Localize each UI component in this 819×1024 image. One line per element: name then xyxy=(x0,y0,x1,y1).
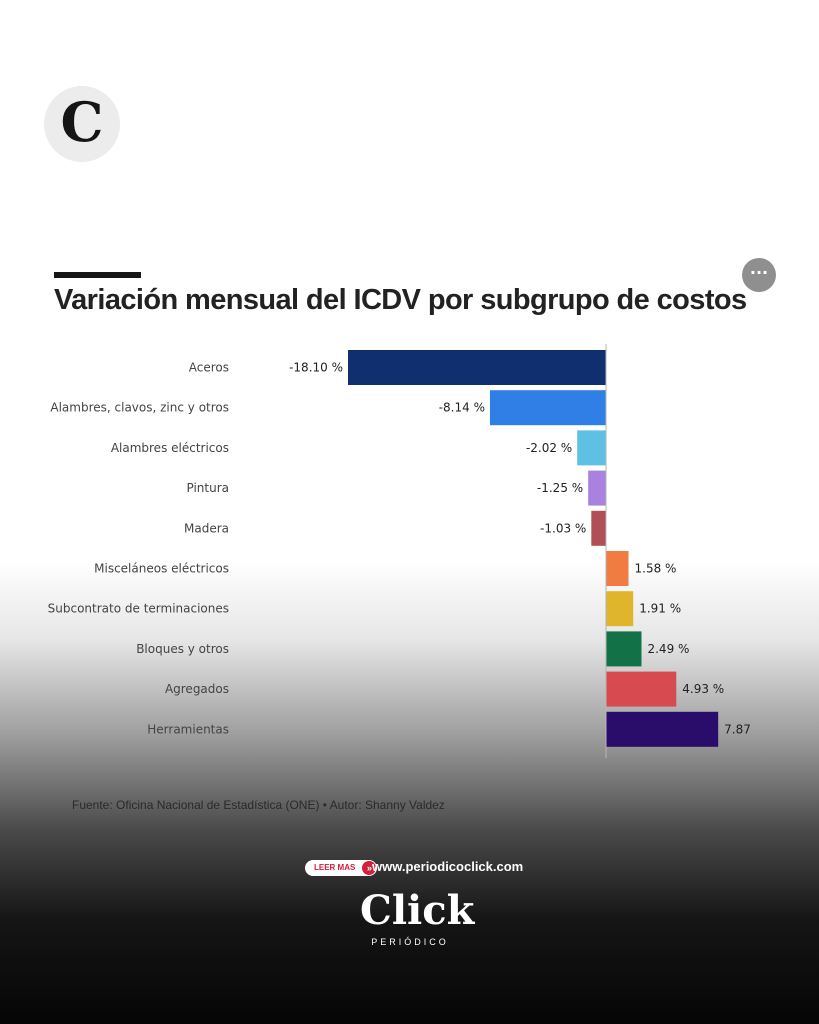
category-label: Herramientas xyxy=(147,722,229,736)
category-label: Aceros xyxy=(189,361,229,375)
category-label: Misceláneos eléctricos xyxy=(94,562,229,576)
value-label: -1.03 % xyxy=(540,521,586,535)
double-chevron-right-icon: » xyxy=(362,861,377,875)
source-credit: Fuente: Oficina Nacional de Estadística … xyxy=(72,798,445,812)
value-label: -2.02 % xyxy=(526,441,572,455)
value-label: -8.14 % xyxy=(439,401,485,415)
bar xyxy=(588,470,606,506)
bar xyxy=(606,631,642,667)
bar xyxy=(348,350,606,385)
category-label: Subcontrato de terminaciones xyxy=(48,602,229,616)
value-label: 1.91 % xyxy=(639,602,681,616)
bar xyxy=(606,671,677,707)
value-label: 4.93 % xyxy=(682,682,724,696)
value-label: -18.10 % xyxy=(289,361,343,375)
brand-logo: Click xyxy=(360,887,475,934)
category-label: Agregados xyxy=(165,682,229,696)
value-label: 7.87 xyxy=(724,722,751,736)
category-label: Alambres, clavos, zinc y otros xyxy=(50,401,229,415)
logo-letter: C xyxy=(60,90,104,154)
value-label: 1.58 % xyxy=(635,562,677,576)
bar xyxy=(591,510,606,546)
brand-subtitle: PERIÓDICO xyxy=(371,937,449,947)
read-more-button[interactable]: LEER MAS » xyxy=(305,860,378,876)
title-accent-bar xyxy=(54,272,141,278)
category-label: Bloques y otros xyxy=(136,642,229,656)
more-options-button[interactable]: ··· xyxy=(742,258,776,292)
read-more-label: LEER MAS xyxy=(314,863,356,872)
chart-title: Variación mensual del ICDV por subgrupo … xyxy=(54,284,747,316)
bar xyxy=(577,430,606,466)
bar xyxy=(606,711,719,747)
bar-chart: Aceros -18.10 % Alambres, clavos, zinc y o… xyxy=(48,344,751,758)
website-link[interactable]: www.periodicoclick.com xyxy=(372,859,524,874)
bar xyxy=(606,551,629,586)
value-label: -1.25 % xyxy=(537,481,583,495)
category-label: Madera xyxy=(184,521,229,535)
bar xyxy=(489,390,606,426)
bar xyxy=(606,591,634,627)
value-label: 2.49 % xyxy=(647,642,689,656)
category-label: Alambres eléctricos xyxy=(111,441,229,455)
newspaper-logo-badge: C xyxy=(44,86,120,162)
category-label: Pintura xyxy=(186,481,229,495)
